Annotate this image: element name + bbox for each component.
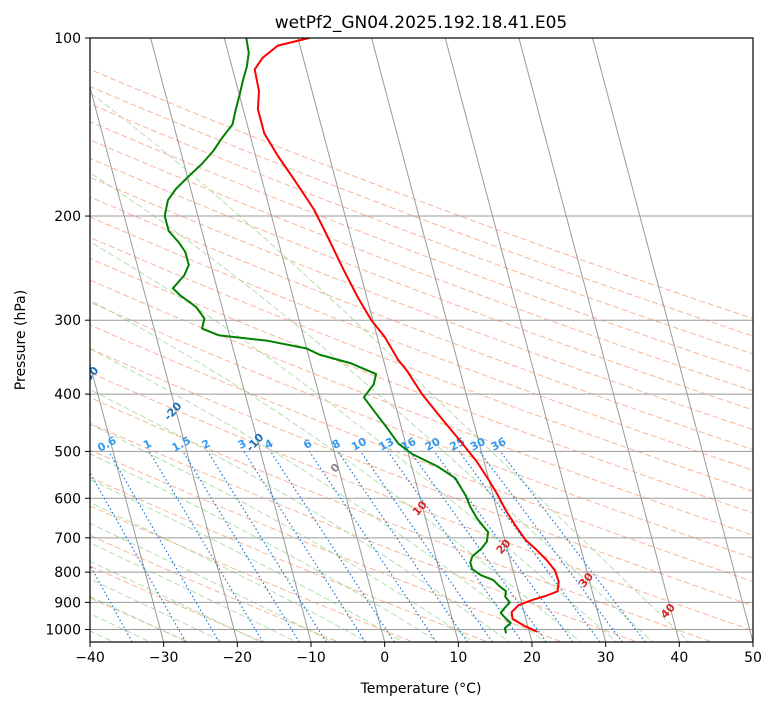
y-tick-label: 700 (54, 531, 81, 547)
x-tick-label: 50 (744, 650, 762, 666)
x-tick-label: 40 (670, 650, 688, 666)
y-tick-label: 900 (54, 595, 81, 611)
y-tick-label: 200 (54, 209, 81, 225)
y-tick-label: 500 (54, 444, 81, 460)
x-tick-label: −40 (75, 650, 105, 666)
x-tick-label: 30 (597, 650, 615, 666)
y-tick-label: 800 (54, 565, 81, 581)
y-tick-label: 600 (54, 491, 81, 507)
y-tick-label: 100 (54, 31, 81, 47)
y-tick-label: 400 (54, 387, 81, 403)
x-tick-label: −30 (149, 650, 179, 666)
x-tick-label: 20 (523, 650, 541, 666)
x-axis-title: Temperature (°C) (360, 681, 482, 697)
x-tick-label: 0 (380, 650, 389, 666)
y-tick-label: 1000 (45, 622, 81, 638)
x-tick-label: −10 (296, 650, 326, 666)
chart-title: wetPf2_GN04.2025.192.18.41.E05 (275, 13, 567, 33)
x-tick-label: −20 (223, 650, 253, 666)
y-tick-label: 300 (54, 313, 81, 329)
x-tick-label: 10 (449, 650, 467, 666)
y-axis-title: Pressure (hPa) (13, 290, 29, 390)
